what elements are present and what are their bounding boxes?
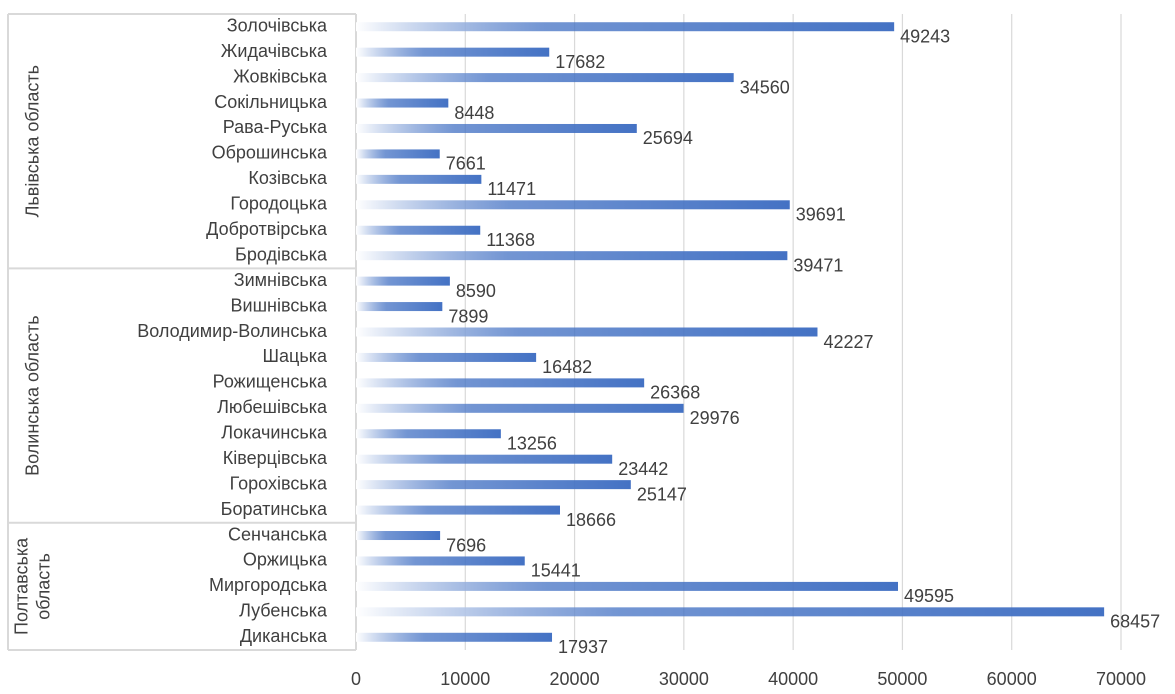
data-label: 16482 bbox=[542, 357, 592, 377]
category-label: Оброшинська bbox=[212, 143, 328, 163]
group-label: Волинська область bbox=[23, 315, 43, 475]
data-label: 26368 bbox=[650, 383, 700, 403]
data-label: 39691 bbox=[796, 205, 846, 225]
category-label: Вишнівська bbox=[231, 295, 328, 315]
category-label: Золочівська bbox=[227, 15, 328, 35]
bar bbox=[356, 480, 631, 490]
category-label: Козівська bbox=[248, 168, 328, 188]
data-label: 25147 bbox=[637, 484, 687, 504]
bar bbox=[356, 251, 788, 261]
data-label: 15441 bbox=[531, 561, 581, 581]
category-label: Локачинська bbox=[221, 423, 328, 443]
category-label: Боратинська bbox=[221, 499, 328, 519]
category-label: Зимнівська bbox=[234, 270, 328, 290]
category-label: Любешівська bbox=[217, 397, 328, 417]
category-label: Рожищенська bbox=[213, 372, 328, 392]
bar bbox=[356, 556, 525, 566]
data-label: 17937 bbox=[558, 637, 608, 657]
data-label: 25694 bbox=[643, 128, 693, 148]
x-tick-label: 70000 bbox=[1096, 669, 1146, 689]
category-label: Шацька bbox=[263, 346, 328, 366]
category-label: Жовківська bbox=[233, 66, 328, 86]
category-label: Диканська bbox=[240, 626, 328, 646]
bar bbox=[356, 632, 553, 642]
bar bbox=[356, 454, 613, 464]
data-label: 11471 bbox=[487, 179, 536, 199]
bar bbox=[356, 403, 684, 413]
data-label: 23442 bbox=[618, 459, 668, 479]
bar bbox=[356, 47, 550, 57]
bar bbox=[356, 607, 1105, 617]
data-label: 34560 bbox=[740, 77, 790, 97]
x-tick-label: 10000 bbox=[440, 669, 490, 689]
category-label: Сенчанська bbox=[228, 524, 328, 544]
group-label: Полтавська bbox=[12, 537, 32, 635]
bar bbox=[356, 22, 895, 32]
bar bbox=[356, 378, 645, 388]
data-label: 39471 bbox=[793, 255, 843, 275]
category-label: Ківерцівська bbox=[223, 448, 328, 468]
x-tick-label: 50000 bbox=[877, 669, 927, 689]
category-label: Володимир-Волинська bbox=[137, 321, 328, 341]
x-tick-label: 60000 bbox=[987, 669, 1037, 689]
data-label: 8590 bbox=[456, 281, 496, 301]
bar bbox=[356, 123, 637, 133]
category-label: Сокільницька bbox=[214, 92, 328, 112]
x-axis-ticks: 0 10000 20000 30000 40000 50000 60000 70000 bbox=[351, 669, 1146, 689]
category-label: Оржицька bbox=[243, 550, 328, 570]
data-label: 18666 bbox=[566, 510, 616, 530]
category-label: Лубенська bbox=[239, 601, 328, 621]
category-label: Горохівська bbox=[230, 473, 328, 493]
bar bbox=[356, 327, 818, 337]
group-label: Львівська область bbox=[23, 65, 43, 217]
data-label: 13256 bbox=[507, 434, 557, 454]
bar bbox=[356, 581, 899, 591]
category-label: Городоцька bbox=[230, 194, 328, 214]
category-label: Миргородська bbox=[209, 575, 328, 595]
bar bbox=[356, 149, 440, 159]
category-label: Жидачівська bbox=[221, 41, 328, 61]
x-tick-label: 0 bbox=[351, 669, 361, 689]
group-label: область bbox=[34, 553, 54, 620]
data-label: 7899 bbox=[448, 306, 488, 326]
x-tick-label: 20000 bbox=[550, 669, 600, 689]
bar bbox=[356, 200, 790, 210]
bar bbox=[356, 531, 441, 541]
data-label: 42227 bbox=[823, 332, 873, 352]
group-axis: Львівська область Волинська область Полтав… bbox=[7, 13, 357, 651]
data-label: 7661 bbox=[446, 154, 486, 174]
category-label: Бродівська bbox=[235, 244, 328, 264]
category-label: Рава-Руська bbox=[223, 117, 328, 137]
data-label: 29976 bbox=[690, 408, 740, 428]
bars bbox=[356, 22, 1105, 642]
bar bbox=[356, 73, 734, 83]
bar bbox=[356, 352, 537, 362]
x-tick-label: 40000 bbox=[768, 669, 818, 689]
data-label: 8448 bbox=[454, 103, 494, 123]
bar bbox=[356, 505, 560, 515]
bar bbox=[356, 276, 450, 286]
x-tick-label: 30000 bbox=[659, 669, 709, 689]
bar bbox=[356, 302, 443, 312]
data-label: 49243 bbox=[900, 26, 950, 46]
bar bbox=[356, 225, 481, 235]
category-label: Добротвірська bbox=[206, 219, 328, 239]
data-label: 49595 bbox=[904, 586, 954, 606]
bar bbox=[356, 174, 482, 184]
data-label: 11368 bbox=[486, 230, 535, 250]
bar bbox=[356, 98, 449, 108]
data-label: 7696 bbox=[446, 535, 486, 555]
category-labels: Золочівська Жидачівська Жовківська Сокільни… bbox=[137, 15, 328, 646]
bar bbox=[356, 429, 501, 439]
data-label: 17682 bbox=[555, 52, 605, 72]
data-label: 68457 bbox=[1110, 612, 1160, 632]
